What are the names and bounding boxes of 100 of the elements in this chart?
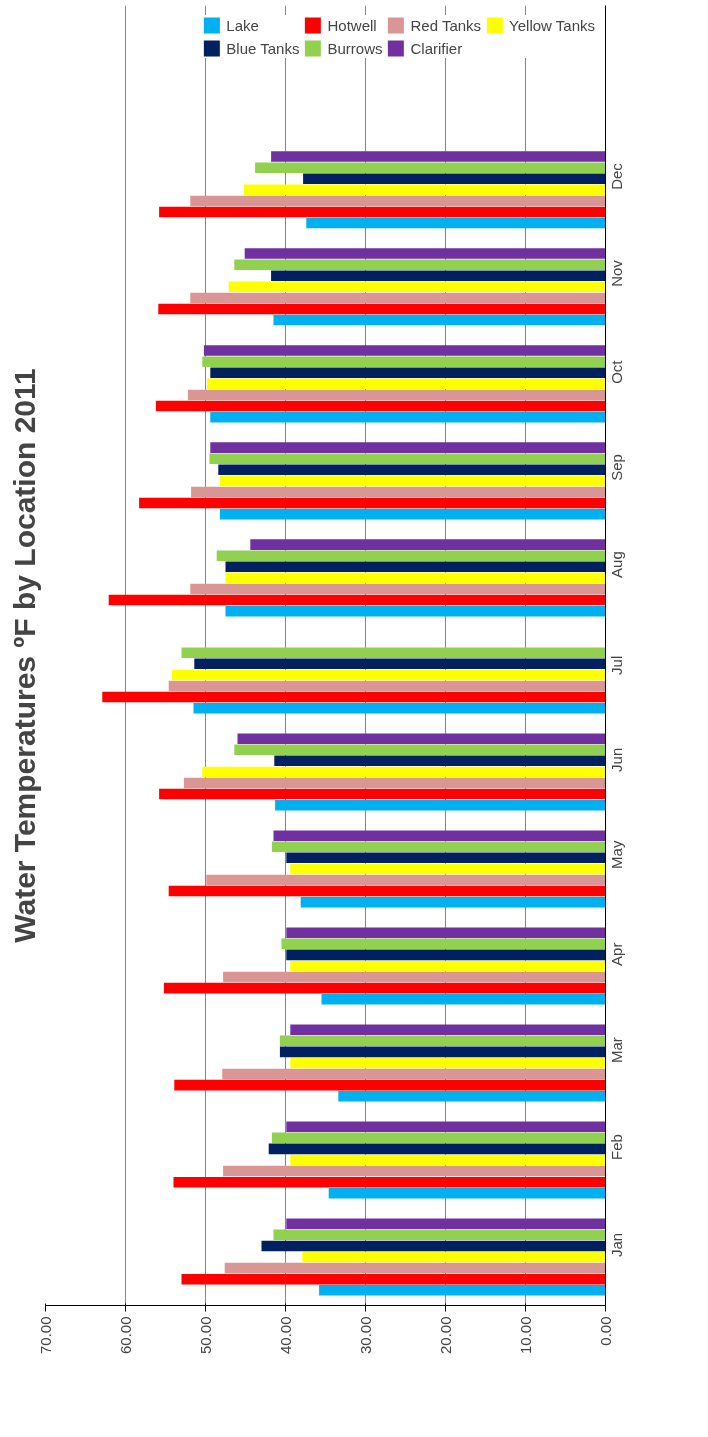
bar (202, 356, 606, 367)
legend-label: Red Tanks (410, 16, 482, 34)
bar (206, 874, 606, 886)
bar (237, 733, 606, 744)
bar (168, 885, 606, 897)
bar (279, 1046, 606, 1058)
bar (234, 744, 606, 756)
y-tick-label: Jan (608, 1232, 625, 1257)
x-tick-label: 30.00 (356, 1316, 374, 1355)
bar (216, 550, 606, 561)
bar (279, 1035, 606, 1047)
bar (223, 971, 606, 983)
bar (174, 1079, 606, 1091)
bar (163, 982, 606, 994)
x-tick-label: 70.00 (36, 1316, 54, 1355)
bar (171, 669, 606, 681)
bar (219, 475, 606, 487)
bar (255, 162, 606, 173)
bar (319, 1284, 606, 1296)
y-tick-label: Apr (608, 942, 625, 966)
bar (210, 367, 606, 379)
bar (187, 389, 606, 401)
bar (273, 314, 606, 326)
bar (218, 464, 606, 476)
bar (194, 658, 606, 670)
bar (219, 508, 606, 520)
bar (286, 1218, 606, 1229)
y-tick-label: Mar (608, 1037, 625, 1063)
bar (303, 173, 606, 185)
bar (271, 1132, 606, 1144)
bar (290, 1154, 606, 1166)
legend-label: Hotwell (327, 16, 377, 34)
bar (281, 938, 606, 950)
y-tick-label: Feb (608, 1134, 625, 1160)
bar (306, 217, 606, 229)
bar (228, 281, 606, 293)
y-tick-label: Jun (608, 747, 625, 772)
x-tick-label: 50.00 (196, 1316, 214, 1355)
bar (155, 400, 606, 412)
x-tick-label: 20.00 (436, 1316, 454, 1355)
bar (268, 1143, 606, 1155)
bar (159, 788, 606, 800)
bar (290, 960, 606, 972)
bar (271, 270, 606, 282)
bar (108, 594, 606, 606)
bar (261, 1240, 606, 1252)
bar (190, 583, 606, 595)
bar (234, 259, 606, 270)
y-tick-label: Oct (608, 359, 625, 384)
bar (159, 206, 606, 218)
bar (321, 993, 606, 1005)
bar (274, 755, 606, 767)
bar (243, 184, 606, 196)
bar (202, 766, 606, 778)
x-tick-label: 40.00 (276, 1316, 294, 1355)
bar (158, 303, 606, 315)
bar (273, 830, 606, 841)
bar (271, 151, 606, 162)
bar (225, 561, 606, 573)
bar (190, 292, 606, 304)
bar (338, 1090, 606, 1102)
x-tick-label: 10.00 (516, 1316, 534, 1355)
bar (300, 896, 606, 908)
bar (302, 1251, 606, 1263)
bar (210, 411, 606, 423)
bar (139, 497, 606, 509)
bar (290, 1024, 606, 1035)
bar (328, 1187, 606, 1199)
bar (225, 605, 606, 617)
legend-label: Yellow Tanks (509, 16, 595, 34)
legend-label: Lake (226, 16, 259, 34)
legend-label: Clarifier (410, 39, 463, 57)
bar (203, 345, 606, 356)
bar (168, 680, 606, 692)
legend-label: Blue Tanks (226, 39, 300, 57)
bar (223, 1165, 606, 1177)
x-tick-label: 60.00 (116, 1316, 134, 1355)
bar (286, 1121, 606, 1132)
legend-label: Burrows (327, 39, 383, 57)
bar (286, 927, 606, 938)
y-tick-label: Sep (608, 454, 625, 481)
bar (275, 799, 606, 811)
y-tick-label: May (608, 840, 625, 869)
y-tick-label: Jul (608, 655, 625, 675)
x-tick-label: 0.00 (596, 1316, 614, 1346)
bar (224, 1262, 606, 1274)
bar (290, 1057, 606, 1069)
bar (210, 442, 606, 453)
bar (271, 841, 606, 853)
bar (286, 949, 606, 961)
bar (181, 647, 606, 658)
bar (286, 852, 606, 864)
bar (225, 572, 606, 584)
text: Water Temperatures ºF by Location 2011 (7, 368, 41, 943)
y-tick-label: Aug (608, 551, 625, 578)
bar (102, 691, 606, 703)
bar (183, 777, 606, 789)
bar (190, 195, 606, 207)
bar (244, 248, 606, 259)
y-tick-label: Dec (608, 162, 625, 190)
